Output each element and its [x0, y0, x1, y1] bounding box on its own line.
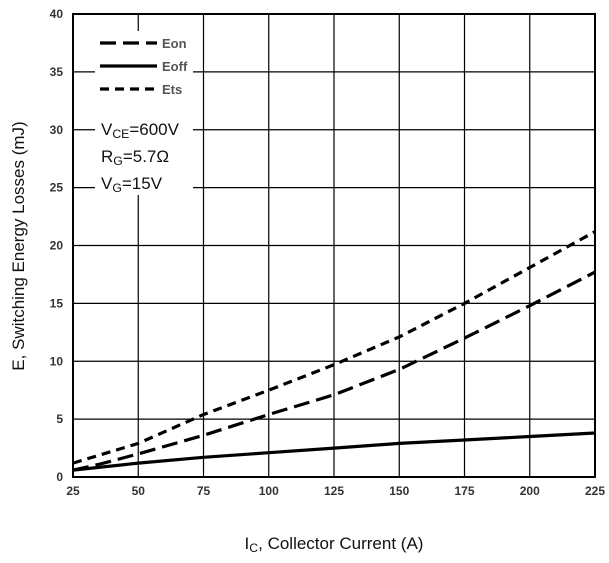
- condition-2: RG=5.7Ω: [101, 147, 169, 168]
- plot-frame: [72, 13, 596, 478]
- test-conditions: VCE=600V RG=5.7Ω VG=15V: [101, 120, 180, 195]
- y-tick-label: 35: [50, 65, 64, 79]
- series-eon-line: [72, 270, 596, 472]
- x-tick-label: 225: [585, 484, 605, 498]
- chart-series-lines: [72, 230, 596, 472]
- series-eoff-line: [72, 431, 596, 472]
- legend-label-eon: Eon: [162, 36, 187, 51]
- x-tick-label: 75: [197, 484, 211, 498]
- series-ets-line: [72, 230, 596, 465]
- x-tick-label: 50: [132, 484, 146, 498]
- x-tick-label: 25: [66, 484, 80, 498]
- y-axis-ticks: 0 5 10 15 20 25 30 35 40: [50, 7, 64, 484]
- x-tick-label: 200: [520, 484, 540, 498]
- plot-border: [72, 13, 596, 478]
- y-tick-label: 15: [50, 296, 64, 310]
- y-tick-label: 20: [50, 239, 64, 253]
- y-tick-label: 25: [50, 181, 64, 195]
- x-tick-label: 175: [454, 484, 474, 498]
- legend: Eon Eoff Ets: [100, 36, 188, 97]
- condition-3: VG=15V: [101, 174, 163, 195]
- x-axis-ticks: 25 50 75 100 125 150 175 200 225: [66, 484, 605, 498]
- x-axis-label: IC, Collector Current (A): [245, 534, 424, 555]
- y-tick-label: 10: [50, 354, 64, 368]
- y-tick-label: 40: [50, 7, 64, 21]
- y-tick-label: 30: [50, 123, 64, 137]
- legend-label-eoff: Eoff: [162, 59, 188, 74]
- x-tick-label: 125: [324, 484, 344, 498]
- y-axis-label: E, Switching Energy Losses (mJ): [9, 121, 28, 370]
- x-tick-label: 100: [259, 484, 279, 498]
- legend-conditions-box: [95, 31, 193, 195]
- x-tick-label: 150: [389, 484, 409, 498]
- condition-1: VCE=600V: [101, 120, 180, 141]
- legend-label-ets: Ets: [162, 82, 182, 97]
- y-tick-label: 5: [56, 412, 63, 426]
- y-tick-label: 0: [56, 470, 63, 484]
